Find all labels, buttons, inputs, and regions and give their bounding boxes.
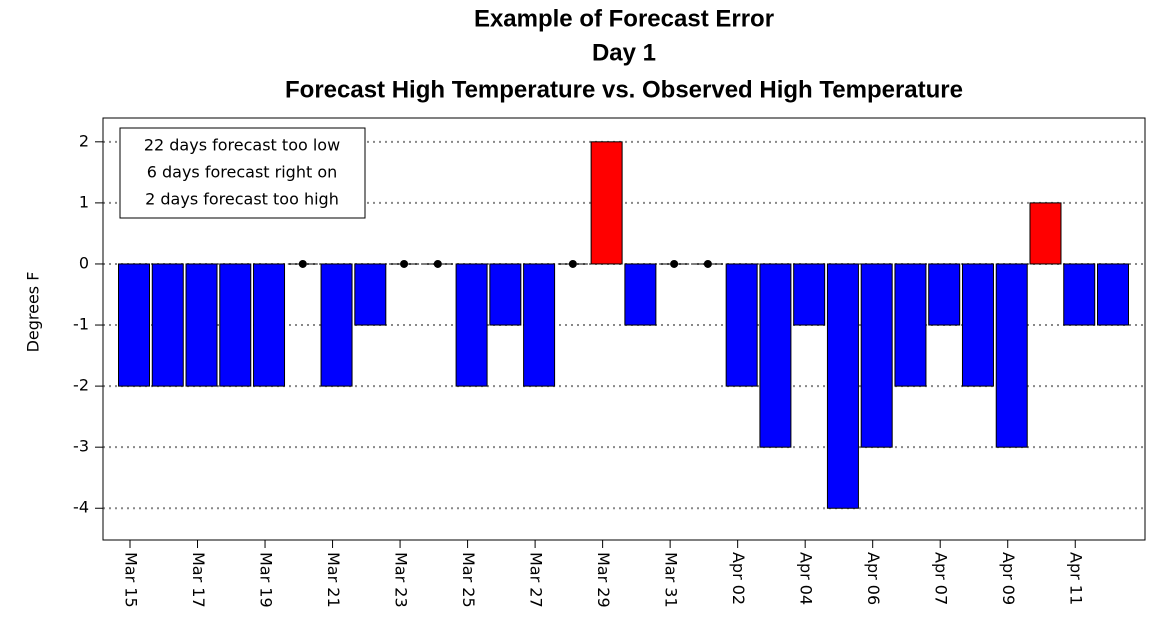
bar	[725, 263, 758, 387]
y-tick-label: -3	[73, 437, 89, 456]
bar	[995, 263, 1028, 448]
bar	[793, 263, 826, 326]
chart-title: Day 1	[592, 39, 656, 66]
zero-marker	[568, 259, 577, 268]
zero-marker	[433, 259, 442, 268]
bar	[590, 141, 623, 265]
bar	[151, 263, 184, 387]
x-tick-label: Apr 07	[932, 552, 951, 605]
bar	[1097, 263, 1129, 326]
bar	[523, 263, 556, 387]
bar	[928, 263, 961, 326]
zero-marker	[703, 259, 712, 268]
bar	[185, 263, 218, 387]
x-tick-label: Mar 25	[459, 552, 478, 608]
annotation: 2 days forecast too high	[145, 190, 339, 209]
bar	[961, 263, 994, 387]
x-tick-label: Apr 06	[864, 552, 883, 605]
bar	[826, 263, 859, 509]
x-tick-label: Apr 04	[797, 552, 816, 605]
bar	[1063, 263, 1096, 326]
annotation: 22 days forecast too low	[144, 136, 340, 155]
bar	[759, 263, 792, 448]
bar	[455, 263, 488, 387]
x-tick-label: Apr 09	[999, 552, 1018, 605]
zero-marker	[670, 259, 679, 268]
x-tick-label: Mar 15	[122, 552, 141, 608]
bar	[489, 263, 522, 326]
x-tick-label: Mar 17	[189, 552, 208, 608]
bar	[624, 263, 657, 326]
x-tick-label: Apr 02	[729, 552, 748, 605]
x-tick-label: Mar 21	[324, 552, 343, 608]
x-tick-label: Mar 29	[594, 552, 613, 608]
bar	[894, 263, 927, 387]
y-tick-label: -1	[73, 315, 89, 334]
y-tick-label: -2	[73, 376, 89, 395]
y-tick-label: 2	[79, 131, 89, 150]
bar	[320, 263, 353, 387]
y-tick-label: 1	[79, 192, 89, 211]
bar	[118, 263, 150, 387]
chart-title: Forecast High Temperature vs. Observed H…	[285, 76, 963, 103]
bar	[860, 263, 893, 448]
annotation-box	[119, 127, 366, 219]
x-tick-label: Apr 11	[1067, 552, 1086, 605]
y-axis-label: Degrees F	[24, 272, 43, 353]
chart-title: Example of Forecast Error	[474, 5, 774, 32]
zero-marker	[400, 259, 409, 268]
bar	[253, 263, 286, 387]
plot-frame	[102, 117, 1146, 541]
x-tick-label: Mar 31	[662, 552, 681, 608]
x-tick-label: Mar 19	[257, 552, 276, 608]
annotation: 6 days forecast right on	[147, 163, 338, 182]
zero-marker	[298, 259, 307, 268]
x-tick-label: Mar 23	[392, 552, 411, 608]
y-tick-label: -4	[73, 498, 89, 517]
y-tick-label: 0	[79, 253, 89, 272]
bar	[354, 263, 387, 326]
x-tick-label: Mar 27	[527, 552, 546, 608]
bar	[1029, 202, 1062, 265]
bar	[219, 263, 252, 387]
